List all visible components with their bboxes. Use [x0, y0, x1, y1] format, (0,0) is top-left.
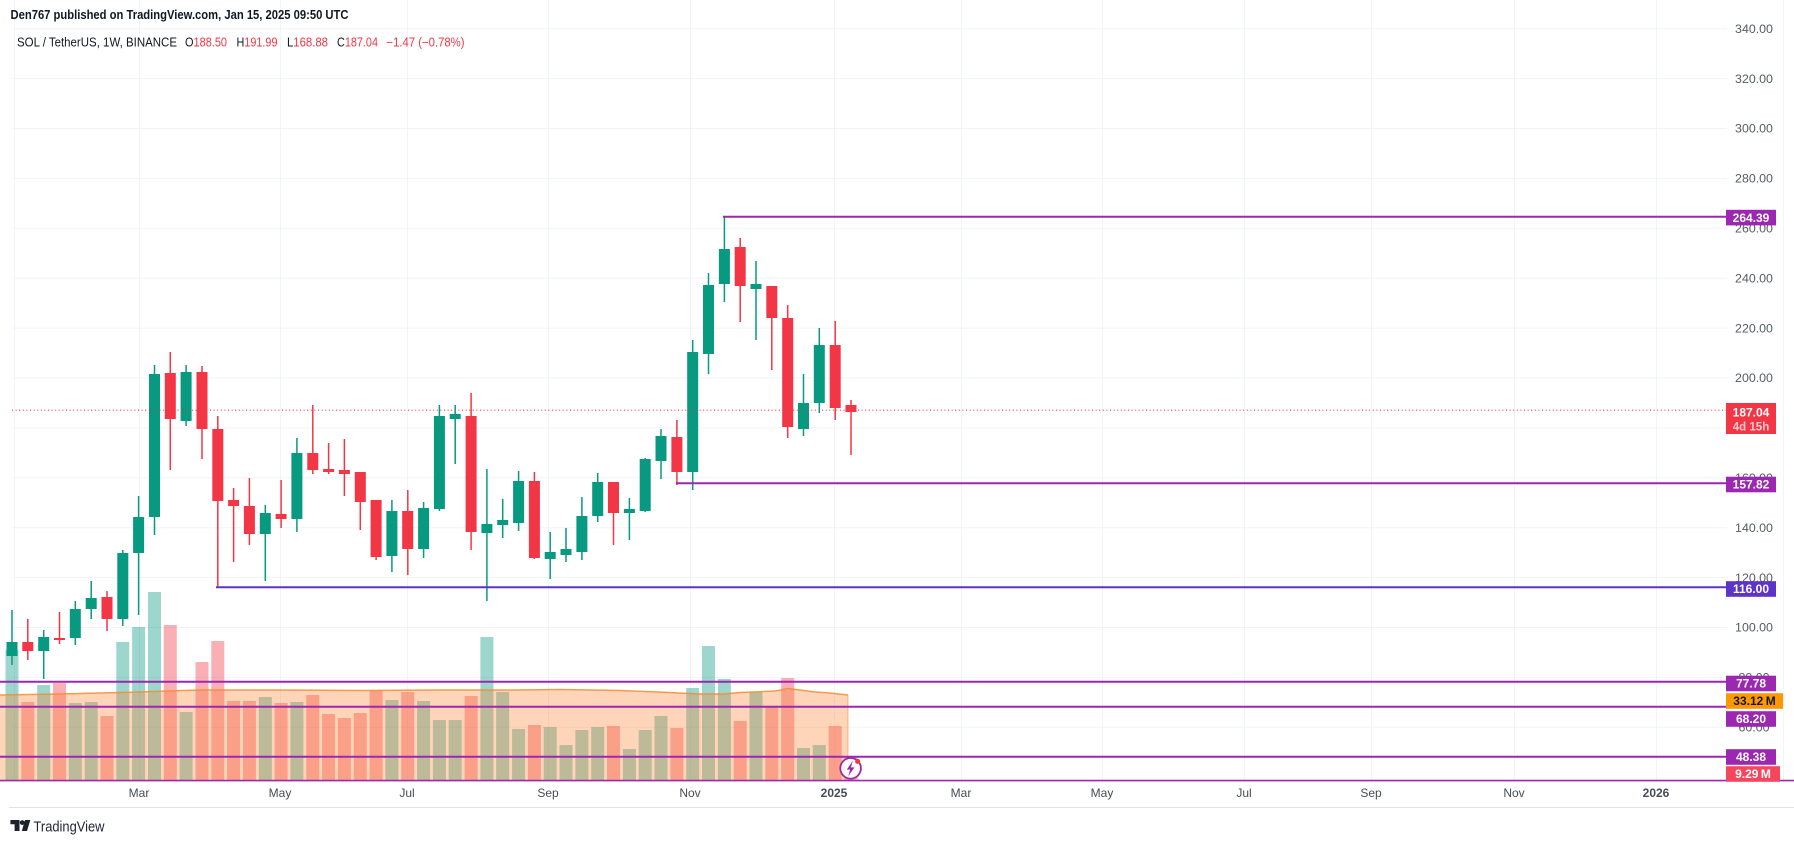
svg-text:264.39: 264.39	[1733, 211, 1770, 225]
svg-text:280.00: 280.00	[1735, 172, 1773, 186]
svg-text:Sep: Sep	[537, 786, 559, 800]
svg-text:−1.47 (−0.78%): −1.47 (−0.78%)	[387, 36, 465, 50]
svg-text:Jul: Jul	[1236, 786, 1251, 800]
svg-text:9.29 M: 9.29 M	[1735, 767, 1771, 781]
svg-text:157.82: 157.82	[1733, 478, 1770, 492]
svg-text:May: May	[269, 786, 292, 800]
svg-text:2025: 2025	[821, 786, 848, 800]
svg-text:320.00: 320.00	[1735, 72, 1773, 86]
svg-text:Mar: Mar	[129, 786, 150, 800]
svg-text:68.20: 68.20	[1736, 712, 1766, 726]
svg-text:TradingView: TradingView	[34, 819, 105, 836]
svg-text:4d 15h: 4d 15h	[1733, 422, 1769, 434]
svg-text:SOL / TetherUS, 1W, BINANCE: SOL / TetherUS, 1W, BINANCE	[17, 36, 177, 50]
svg-text:Den767 published on TradingVie: Den767 published on TradingView.com, Jan…	[11, 7, 349, 22]
svg-text:C187.04: C187.04	[337, 36, 378, 50]
svg-text:Jul: Jul	[399, 786, 414, 800]
svg-text:H191.99: H191.99	[237, 36, 278, 50]
svg-text:116.00: 116.00	[1733, 582, 1769, 596]
svg-text:100.00: 100.00	[1735, 621, 1773, 635]
svg-text:May: May	[1091, 786, 1114, 800]
svg-text:187.04: 187.04	[1733, 406, 1770, 420]
svg-text:300.00: 300.00	[1735, 122, 1773, 136]
svg-text:200.00: 200.00	[1735, 371, 1773, 385]
svg-text:Mar: Mar	[951, 786, 972, 800]
svg-text:Nov: Nov	[679, 786, 700, 800]
svg-text:2026: 2026	[1643, 786, 1670, 800]
svg-text:O188.50: O188.50	[185, 36, 227, 50]
svg-text:140.00: 140.00	[1735, 521, 1773, 535]
svg-text:L168.88: L168.88	[287, 36, 328, 50]
svg-text:33.12 M: 33.12 M	[1733, 694, 1775, 708]
svg-text:240.00: 240.00	[1735, 271, 1773, 285]
svg-text:Nov: Nov	[1503, 786, 1524, 800]
svg-text:77.78: 77.78	[1736, 677, 1766, 691]
svg-text:340.00: 340.00	[1735, 22, 1773, 36]
svg-text:220.00: 220.00	[1735, 321, 1773, 335]
svg-text:48.38: 48.38	[1736, 750, 1766, 764]
svg-text:Sep: Sep	[1360, 786, 1382, 800]
